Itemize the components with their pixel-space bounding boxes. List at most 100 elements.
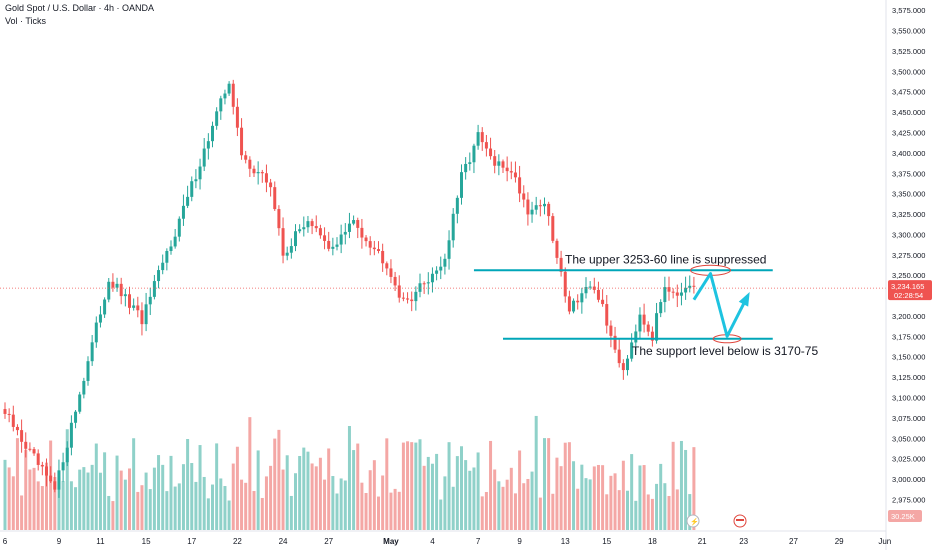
candle-body [534, 205, 538, 210]
price-tick-label: 3,150.000 [892, 353, 925, 362]
volume-bar [78, 469, 82, 530]
candle-body [194, 179, 198, 182]
volume-bar [655, 483, 659, 530]
volume-bar [563, 442, 567, 530]
volume-bar [74, 487, 78, 530]
candle-body [285, 252, 289, 256]
volume-bar [414, 442, 418, 530]
volume-bar [256, 450, 260, 530]
candle-body [638, 314, 642, 332]
volume-bar [513, 493, 517, 530]
candle-body [563, 271, 567, 297]
volume-bar [372, 460, 376, 530]
volume-bar [40, 486, 44, 530]
candle-body [277, 209, 281, 229]
candle-body [269, 182, 273, 188]
candle-body [28, 448, 32, 450]
candle-body [567, 296, 571, 312]
candle-body [663, 287, 667, 303]
lightning-icon[interactable] [686, 514, 700, 528]
candle-body [584, 286, 588, 294]
candle-body [393, 276, 397, 286]
volume-bar [298, 455, 302, 530]
volume-bar [522, 483, 526, 530]
candle-body [401, 297, 405, 299]
price-tick-label: 3,125.000 [892, 373, 925, 382]
volume-bar [331, 476, 335, 530]
candle-body [111, 281, 115, 288]
candle-body [626, 358, 629, 371]
candle-body [688, 285, 692, 288]
volume-bar [692, 447, 696, 530]
candle-body [65, 447, 69, 463]
candle-body [617, 349, 621, 364]
volume-bar [501, 486, 505, 530]
volume-bar [476, 452, 480, 530]
candle-body [397, 285, 401, 298]
candle-body [281, 228, 285, 256]
volume-bar [90, 464, 94, 530]
volume-bar [484, 491, 488, 530]
candle-body [356, 220, 360, 228]
volume-bar [584, 478, 588, 530]
volume-bar [659, 463, 663, 530]
volume-bar [181, 464, 185, 530]
candle-body [186, 196, 190, 206]
volume-bar [202, 476, 206, 530]
candle-body [497, 161, 501, 166]
volume-bar [493, 469, 497, 530]
candle-body [82, 380, 86, 395]
candle-body [310, 221, 314, 227]
volume-bar [194, 481, 198, 530]
support-label: The support level below is 3170-75 [632, 344, 818, 358]
volume-bar [667, 495, 671, 530]
projection-path[interactable] [692, 272, 750, 338]
volume-bar [173, 486, 177, 530]
candle-body [148, 296, 152, 305]
volume-bar [198, 445, 202, 530]
volume-bar [393, 488, 397, 530]
volume-bar [28, 469, 32, 530]
volume-bar [551, 493, 555, 530]
candle-body [435, 270, 439, 274]
volume-bar [123, 479, 127, 530]
candle-body [667, 287, 671, 292]
price-tick-label: 3,500.000 [892, 67, 925, 76]
candle-body [327, 240, 331, 249]
candle-body [306, 221, 310, 228]
volume-bar [460, 446, 463, 530]
volume-bar [630, 454, 634, 530]
candle-body [298, 229, 302, 232]
candle-body [302, 227, 306, 230]
volume-bar [443, 476, 447, 530]
volume-bar [211, 484, 214, 530]
resistance-label: The upper 3253-60 line is suppressed [565, 252, 766, 266]
candle-body [132, 305, 136, 308]
candle-body [343, 231, 347, 235]
candle-body [244, 155, 248, 160]
candle-body [385, 263, 389, 269]
candle-body [190, 181, 194, 197]
volume-bar [572, 461, 576, 530]
volume-bar [302, 447, 306, 530]
volume-bar [294, 473, 297, 530]
candle-body [98, 314, 102, 323]
volume-bar [526, 478, 530, 530]
volume-bar [646, 494, 650, 530]
volume-bar [3, 459, 7, 530]
price-tick-label: 3,200.000 [892, 312, 925, 321]
volume-bar [285, 455, 289, 530]
price-tick-label: 3,450.000 [892, 108, 925, 117]
candle-body [501, 161, 505, 168]
price-tick-label: 3,025.000 [892, 455, 925, 464]
candle-body [119, 283, 123, 297]
candle-countdown: 02:28:54 [894, 291, 923, 300]
volume-bar [45, 462, 48, 530]
candle-body [439, 266, 443, 271]
volume-bar [115, 455, 119, 530]
volume-bar [323, 479, 327, 530]
volume-bar [248, 417, 252, 530]
volume-bar [281, 469, 285, 530]
